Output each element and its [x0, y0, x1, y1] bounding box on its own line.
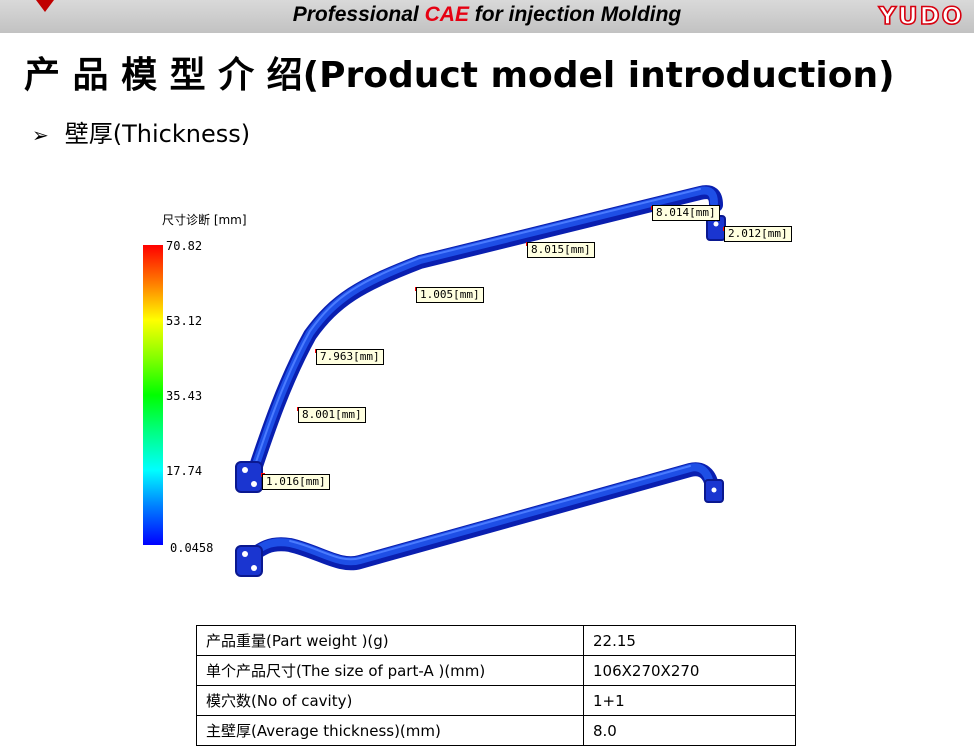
bullet-arrow-icon: ➢ — [32, 123, 49, 147]
bullet-item: ➢ 壁厚(Thickness) — [32, 114, 250, 149]
table-row: 模穴数(No of cavity) 1+1 — [196, 685, 796, 716]
legend-title: 尺寸诊断 [mm] — [162, 213, 247, 227]
spec-value: 22.15 — [583, 625, 796, 656]
spec-label: 产品重量(Part weight )(g) — [196, 625, 584, 656]
thickness-tag: 8.001[mm] — [298, 407, 366, 423]
spec-value: 1+1 — [583, 685, 796, 716]
header-bar — [0, 0, 974, 33]
yudo-logo: YUDO — [878, 1, 964, 31]
legend-tick: 17.74 — [166, 464, 203, 478]
header-accent-triangle — [36, 0, 54, 12]
part-model-image — [235, 185, 726, 577]
page-title: 产 品 模 型 介 绍(Product model introduction) — [24, 55, 895, 96]
thickness-tag: 8.015[mm] — [527, 242, 595, 258]
thickness-tag: 1.005[mm] — [416, 287, 484, 303]
thickness-tag: 2.012[mm] — [724, 226, 792, 242]
spec-table: 产品重量(Part weight )(g) 22.15 单个产品尺寸(The s… — [196, 625, 796, 746]
header-title: Professional CAE for injection Molding — [292, 3, 682, 26]
part-a-bracket — [235, 185, 726, 493]
part-b-bracket — [235, 462, 724, 577]
thickness-tag: 8.014[mm] — [652, 205, 720, 221]
table-row: 产品重量(Part weight )(g) 22.15 — [196, 625, 796, 656]
spec-value: 8.0 — [583, 715, 796, 746]
spec-label: 单个产品尺寸(The size of part-A )(mm) — [196, 655, 584, 686]
bullet-label: 壁厚(Thickness) — [64, 120, 251, 148]
spec-label: 主壁厚(Average thickness)(mm) — [196, 715, 584, 746]
spec-label: 模穴数(No of cavity) — [196, 685, 584, 716]
table-row: 单个产品尺寸(The size of part-A )(mm) 106X270X… — [196, 655, 796, 686]
legend-tick: 70.82 — [166, 239, 203, 253]
thickness-tag: 1.016[mm] — [262, 474, 330, 490]
color-scale-bar — [143, 245, 163, 545]
legend-tick: 0.0458 — [170, 541, 214, 555]
table-row: 主壁厚(Average thickness)(mm) 8.0 — [196, 715, 796, 746]
legend-tick: 35.43 — [166, 389, 203, 403]
thickness-tag: 7.963[mm] — [316, 349, 384, 365]
spec-value: 106X270X270 — [583, 655, 796, 686]
legend-tick: 53.12 — [166, 314, 203, 328]
